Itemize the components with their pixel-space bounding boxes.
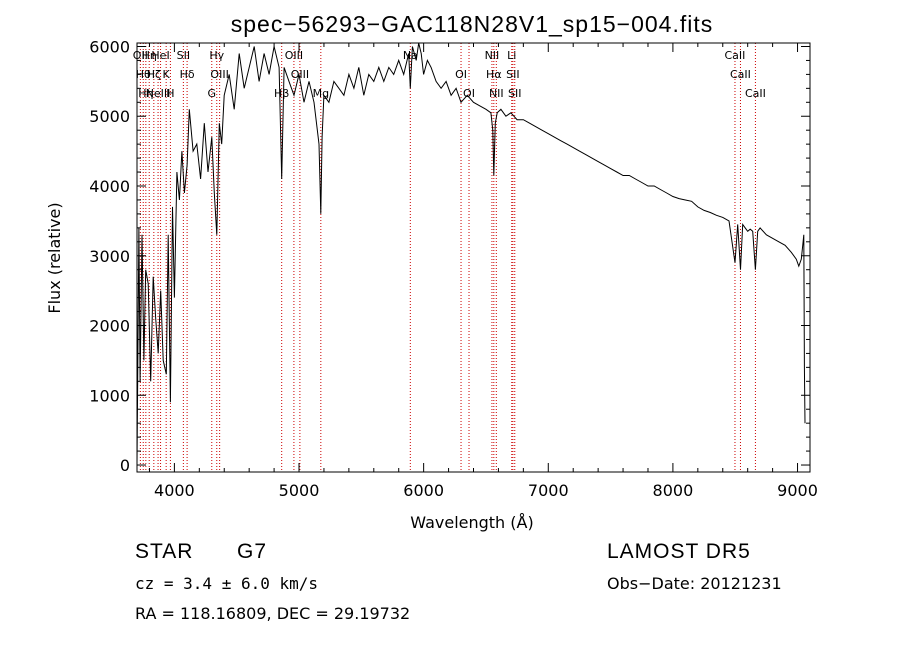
line-marker-label: CaII	[745, 87, 766, 100]
line-marker-label: NII	[485, 49, 500, 62]
spectrum-line	[136, 42, 806, 466]
line-marker-label: Hγ	[209, 49, 224, 62]
line-marker-label: G	[208, 87, 217, 100]
x-axis-label: Wavelength (Å)	[410, 513, 533, 532]
x-tick-label: 5000	[279, 481, 320, 500]
y-tick-label: 0	[120, 456, 130, 475]
line-marker-label: SII	[506, 68, 519, 81]
line-marker-label: Hβ	[274, 87, 289, 100]
y-axis: 0 1000 2000 3000 4000 5000 6000	[89, 37, 810, 475]
line-marker-label: SII	[177, 49, 190, 62]
y-tick-label: 4000	[89, 177, 130, 196]
line-marker-label: OIII	[210, 68, 228, 81]
y-tick-label: 6000	[89, 37, 130, 56]
line-marker-label: OIII	[285, 49, 303, 62]
line-marker-label: NII	[489, 87, 504, 100]
line-marker-label: HeI	[151, 49, 169, 62]
line-marker-label: CaII	[725, 49, 746, 62]
line-markers	[139, 43, 756, 472]
chart-title: spec−56293−GAC118N28V1_sp15−004.fits	[231, 11, 714, 37]
coordinates: RA = 118.16809, DEC = 29.19732	[135, 604, 411, 623]
y-tick-label: 2000	[89, 317, 130, 336]
line-marker-labels: OIIHθHηHηHζNeIIIHeIKHSIIHδGHγOIIIHβOIIIO…	[133, 49, 766, 100]
line-marker-label: NeIII	[146, 87, 171, 100]
redshift-value: cz = 3.4 ± 6.0 km/s	[135, 574, 319, 593]
line-marker-label: Na	[403, 49, 418, 62]
line-marker-label: Li	[507, 49, 516, 62]
line-marker-label: CaII	[730, 68, 751, 81]
line-marker-label: OIII	[291, 68, 309, 81]
y-axis-label: Flux (relative)	[45, 202, 64, 313]
line-marker-label: Hη	[138, 87, 153, 100]
line-marker-label: Hα	[486, 68, 502, 81]
line-marker-label: Mg	[313, 87, 329, 100]
y-tick-label: 3000	[89, 247, 130, 266]
line-marker-label: H	[166, 87, 174, 100]
x-tick-label: 7000	[528, 481, 569, 500]
line-marker-label: Hδ	[180, 68, 195, 81]
object-type: STAR	[135, 540, 194, 563]
object-subclass: G7	[237, 540, 268, 563]
line-marker-label: SII	[508, 87, 521, 100]
x-tick-label: 4000	[154, 481, 195, 500]
obs-date: Obs−Date: 20121231	[607, 574, 782, 593]
x-tick-label: 8000	[653, 481, 694, 500]
x-tick-label: 9000	[777, 481, 818, 500]
y-tick-label: 5000	[89, 107, 130, 126]
y-tick-label: 1000	[89, 386, 130, 405]
x-tick-label: 6000	[403, 481, 444, 500]
line-marker-label: Hθ	[136, 68, 151, 81]
line-marker-label: Hη	[142, 49, 157, 62]
x-axis: 4000 5000 6000 7000 8000 9000	[148, 43, 818, 500]
line-marker-label: OI	[463, 87, 475, 100]
plot-frame	[136, 42, 811, 473]
line-marker-label: Hζ	[147, 68, 161, 81]
survey-name: LAMOST DR5	[607, 540, 751, 563]
line-marker-label: OI	[455, 68, 467, 81]
line-marker-label: K	[163, 68, 171, 81]
